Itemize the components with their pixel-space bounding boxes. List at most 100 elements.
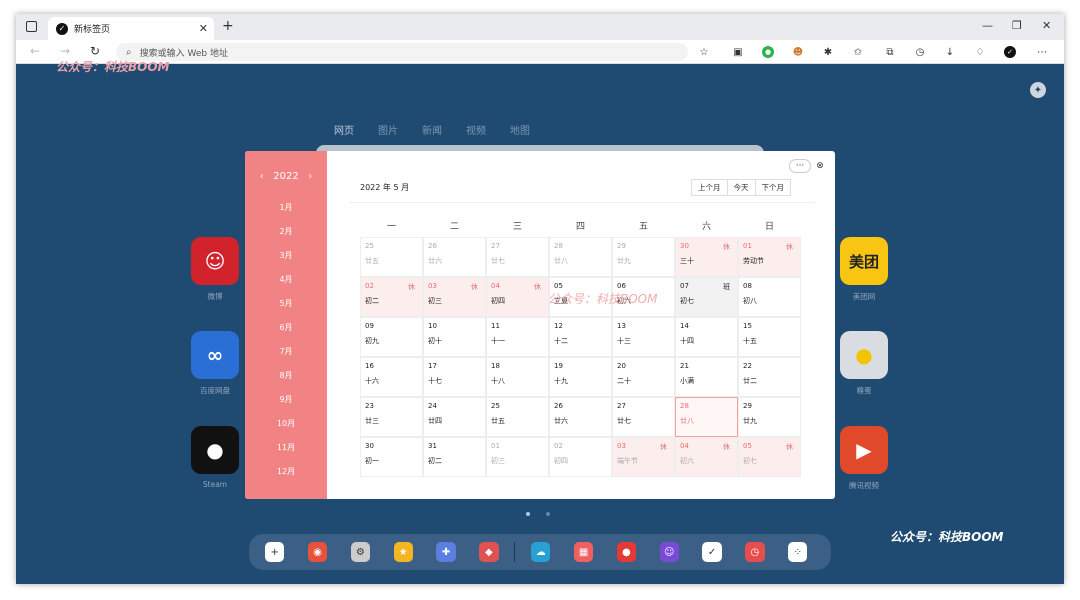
restore-icon[interactable]: ❐ — [1012, 19, 1022, 32]
day-cell[interactable]: 28 廿八 — [549, 237, 612, 277]
tabs-icon[interactable]: ⧉ — [886, 46, 894, 58]
day-cell[interactable]: 26 廿六 — [423, 237, 486, 277]
settings-gear-icon[interactable]: ✦ — [1030, 82, 1046, 98]
day-cell[interactable]: 13 十三 — [612, 317, 675, 357]
search-tab-video[interactable]: 视频 — [466, 126, 486, 137]
dock-app-icon[interactable]: ● — [616, 542, 637, 562]
day-cell[interactable]: 27 廿七 — [612, 397, 675, 437]
search-tab-images[interactable]: 图片 — [378, 126, 398, 137]
day-cell[interactable]: 30 初一 — [360, 437, 423, 477]
day-cell[interactable]: 30 三十 休 — [675, 237, 738, 277]
day-cell[interactable]: 12 十二 — [549, 317, 612, 357]
day-cell[interactable]: 07 初七 班 — [675, 277, 738, 317]
calendar-close-icon[interactable]: ⊗ — [816, 161, 824, 171]
month-item[interactable]: 4月 — [279, 275, 293, 284]
app-qiudan[interactable]: ● 糗蛋 — [840, 331, 888, 396]
month-item[interactable]: 3月 — [279, 251, 293, 260]
page-dot[interactable] — [526, 512, 530, 516]
day-cell[interactable]: 14 十四 — [675, 317, 738, 357]
dock-app-icon[interactable]: ★ — [393, 542, 413, 562]
dock-app-icon[interactable]: ⚙ — [350, 542, 371, 562]
search-tab-web[interactable]: 网页 — [334, 126, 354, 137]
day-cell[interactable]: 18 十八 — [486, 357, 549, 397]
day-cell[interactable]: 02 初四 — [549, 437, 612, 477]
day-cell[interactable]: 28 廿八 — [675, 397, 738, 437]
dock-app-icon[interactable]: ✓ — [702, 542, 722, 562]
day-cell[interactable]: 22 廿二 — [738, 357, 801, 397]
prev-month-button[interactable]: 上个月 — [691, 179, 728, 196]
calendar-more-icon[interactable]: ··· — [789, 159, 811, 173]
day-cell[interactable]: 29 廿九 — [738, 397, 801, 437]
back-icon[interactable]: ← — [30, 44, 41, 58]
dock-app-icon[interactable]: + — [265, 542, 285, 562]
security-icon[interactable]: ♢ — [975, 46, 985, 58]
favorite-star-icon[interactable]: ☆ — [699, 46, 709, 58]
search-tab-map[interactable]: 地图 — [510, 126, 530, 137]
prev-year-button[interactable]: ‹ — [259, 171, 264, 182]
profile-icon[interactable]: ✓ — [1004, 46, 1016, 58]
address-input[interactable]: ⌕ 搜索或输入 Web 地址 — [116, 43, 688, 61]
app-baidu-pan[interactable]: ∞ 百度网盘 — [191, 331, 239, 396]
month-item[interactable]: 5月 — [279, 299, 293, 308]
extension-green-icon[interactable]: ● — [762, 46, 774, 58]
dock-app-icon[interactable]: ◉ — [307, 542, 328, 562]
dock-app-icon[interactable]: ✚ — [436, 542, 456, 562]
day-cell[interactable]: 26 廿六 — [549, 397, 612, 437]
day-cell[interactable]: 10 初十 — [423, 317, 486, 357]
day-cell[interactable]: 05 初七 休 — [738, 437, 801, 477]
month-item[interactable]: 6月 — [279, 323, 293, 332]
day-cell[interactable]: 11 十一 — [486, 317, 549, 357]
day-cell[interactable]: 20 二十 — [612, 357, 675, 397]
app-weibo[interactable]: ☺ 微博 — [191, 237, 239, 302]
month-item[interactable]: 9月 — [279, 395, 293, 404]
dock-app-icon[interactable]: ⁘ — [788, 542, 808, 562]
month-item[interactable]: 1月 — [279, 203, 293, 212]
day-cell[interactable]: 06 初六 — [612, 277, 675, 317]
month-item[interactable]: 7月 — [279, 347, 293, 356]
next-year-button[interactable]: › — [308, 171, 313, 182]
day-cell[interactable]: 24 廿四 — [423, 397, 486, 437]
day-cell[interactable]: 09 初九 — [360, 317, 423, 357]
page-dot[interactable] — [546, 512, 550, 516]
dock-app-icon[interactable]: ◷ — [745, 542, 765, 562]
refresh-icon[interactable]: ↻ — [90, 44, 101, 58]
close-tab-icon[interactable]: ✕ — [198, 22, 208, 35]
dock-app-icon[interactable]: ▦ — [573, 542, 594, 562]
favorites-icon[interactable]: ✩ — [853, 46, 863, 58]
month-item[interactable]: 11月 — [276, 443, 296, 452]
forward-icon[interactable]: → — [60, 44, 71, 58]
extensions-puzzle-icon[interactable]: ✱ — [823, 46, 833, 58]
next-month-button[interactable]: 下个月 — [754, 179, 791, 196]
day-cell[interactable]: 16 十六 — [360, 357, 423, 397]
month-item[interactable]: 12月 — [276, 467, 296, 476]
history-icon[interactable]: ◷ — [915, 46, 925, 58]
month-item[interactable]: 2月 — [279, 227, 293, 236]
day-cell[interactable]: 21 小满 — [675, 357, 738, 397]
day-cell[interactable]: 25 廿五 — [486, 397, 549, 437]
day-cell[interactable]: 23 廿三 — [360, 397, 423, 437]
collections-icon[interactable]: ▣ — [733, 46, 743, 58]
tab-actions-icon[interactable] — [26, 21, 37, 32]
dock-app-icon[interactable]: ☺ — [659, 542, 679, 562]
day-cell[interactable]: 01 劳动节 休 — [738, 237, 801, 277]
day-cell[interactable]: 29 廿九 — [612, 237, 675, 277]
app-steam[interactable]: ● Steam — [191, 426, 239, 489]
extension-avatar-icon[interactable]: ☻ — [792, 46, 804, 58]
month-item[interactable]: 10月 — [276, 419, 296, 428]
more-menu-icon[interactable]: ⋯ — [1037, 46, 1047, 58]
day-cell[interactable]: 25 廿五 — [360, 237, 423, 277]
day-cell[interactable]: 05 立夏 — [549, 277, 612, 317]
dock-app-icon[interactable]: ◆ — [479, 542, 499, 562]
day-cell[interactable]: 02 初二 休 — [360, 277, 423, 317]
today-button[interactable]: 今天 — [726, 179, 756, 196]
day-cell[interactable]: 19 十九 — [549, 357, 612, 397]
month-item[interactable]: 8月 — [279, 371, 293, 380]
close-window-icon[interactable]: ✕ — [1042, 19, 1052, 32]
tab-new-tab[interactable]: ✓ 新标签页 ✕ — [48, 17, 214, 40]
day-cell[interactable]: 17 十七 — [423, 357, 486, 397]
download-icon[interactable]: ↓ — [945, 46, 955, 58]
day-cell[interactable]: 03 端午节 休 — [612, 437, 675, 477]
search-tab-news[interactable]: 新闻 — [422, 126, 442, 137]
app-meituan[interactable]: 美团 美团网 — [840, 237, 888, 302]
day-cell[interactable]: 15 十五 — [738, 317, 801, 357]
